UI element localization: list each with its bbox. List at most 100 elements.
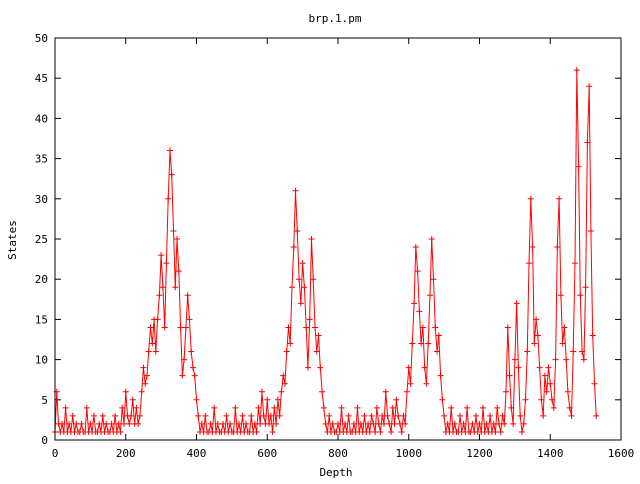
- data-point: [426, 292, 433, 299]
- data-point: [335, 420, 341, 427]
- y-tick-label: 20: [35, 273, 48, 286]
- data-point: [586, 83, 593, 90]
- data-point: [140, 364, 147, 371]
- data-point: [372, 428, 379, 435]
- data-point: [177, 324, 184, 331]
- data-point: [289, 284, 296, 291]
- data-point: [457, 412, 464, 419]
- data-point: [366, 428, 373, 435]
- data-point: [421, 364, 428, 371]
- data-point: [524, 348, 531, 355]
- x-tick-label: 1400: [537, 447, 564, 460]
- data-point: [490, 420, 497, 427]
- data-point: [175, 268, 182, 275]
- data-point: [515, 364, 522, 371]
- data-point: [147, 324, 154, 331]
- data-point: [402, 420, 409, 427]
- x-tick-label: 200: [116, 447, 136, 460]
- data-point: [90, 412, 97, 419]
- y-tick-label: 0: [41, 434, 48, 447]
- data-point: [267, 412, 274, 419]
- data-point: [409, 340, 416, 347]
- data-point: [278, 388, 285, 395]
- data-point: [193, 396, 200, 403]
- series-layer: [52, 67, 600, 435]
- data-point: [405, 364, 412, 371]
- data-point: [87, 420, 94, 427]
- data-point: [163, 260, 170, 267]
- data-point: [503, 388, 510, 395]
- data-point: [239, 412, 246, 419]
- data-point: [223, 412, 230, 419]
- data-point: [159, 284, 166, 291]
- data-point: [297, 300, 304, 307]
- data-point: [235, 420, 242, 427]
- y-tick-label: 45: [35, 72, 48, 85]
- data-point: [181, 356, 188, 363]
- data-point: [83, 404, 90, 411]
- data-point: [186, 316, 193, 323]
- data-point: [388, 428, 395, 435]
- data-point: [575, 163, 582, 170]
- data-point: [403, 388, 410, 395]
- data-point: [303, 324, 310, 331]
- data-point: [276, 412, 283, 419]
- data-point: [411, 300, 418, 307]
- y-axis-label: States: [6, 220, 19, 260]
- y-tick-label: 10: [35, 354, 48, 367]
- axes-layer: 0 200 400 600 800 1000 1200 1400 1600 0 5 10 15 20 25 3…: [35, 32, 635, 460]
- data-point: [508, 404, 515, 411]
- y-tick-label: 30: [35, 193, 48, 206]
- data-point: [168, 171, 175, 178]
- data-point: [368, 412, 375, 419]
- data-point: [506, 372, 513, 379]
- data-point: [570, 348, 577, 355]
- data-point: [407, 380, 414, 387]
- data-point: [135, 420, 142, 427]
- data-point: [120, 420, 127, 427]
- data-point: [510, 420, 517, 427]
- data-point: [423, 380, 430, 387]
- data-point: [214, 420, 221, 427]
- y-tick-label: 5: [41, 394, 48, 407]
- data-point: [354, 404, 361, 411]
- data-point: [188, 348, 195, 355]
- chart-title: brp.1.pm: [309, 12, 362, 25]
- data-point: [266, 420, 273, 427]
- data-point: [78, 420, 85, 427]
- data-point: [393, 396, 400, 403]
- data-point: [142, 380, 149, 387]
- data-point: [554, 244, 561, 251]
- data-point: [322, 420, 329, 427]
- data-point: [69, 412, 76, 419]
- data-point: [138, 388, 145, 395]
- data-point: [251, 420, 258, 427]
- data-point: [315, 332, 322, 339]
- data-point: [380, 420, 387, 427]
- data-point: [280, 372, 287, 379]
- data-point: [115, 420, 122, 427]
- data-point: [589, 332, 596, 339]
- data-point: [202, 412, 209, 419]
- data-point: [184, 292, 191, 299]
- data-point: [350, 420, 357, 427]
- x-tick-label: 0: [52, 447, 59, 460]
- data-point: [161, 324, 168, 331]
- data-point: [580, 356, 587, 363]
- data-point: [483, 420, 490, 427]
- data-point: [572, 260, 579, 267]
- data-point: [283, 348, 290, 355]
- data-point: [108, 420, 115, 427]
- data-point: [435, 332, 442, 339]
- y-tick-label: 50: [35, 32, 48, 45]
- data-point: [497, 428, 504, 435]
- data-point: [287, 340, 294, 347]
- data-point: [258, 388, 265, 395]
- data-point: [133, 404, 140, 411]
- series-line: [54, 70, 597, 433]
- data-point: [62, 404, 69, 411]
- data-point: [285, 324, 292, 331]
- data-point: [319, 388, 326, 395]
- data-point: [274, 396, 281, 403]
- data-point: [428, 236, 435, 242]
